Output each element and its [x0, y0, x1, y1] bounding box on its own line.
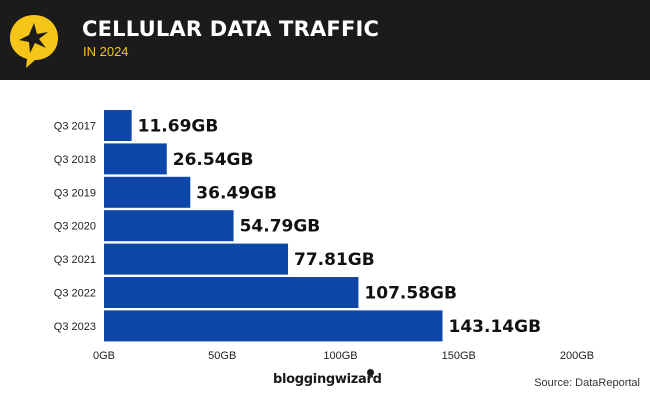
brand-logo-dot-icon — [367, 369, 374, 376]
page-subtitle: IN 2024 — [83, 44, 129, 59]
star-speech-bubble-icon — [10, 15, 58, 68]
bar-chart: Q3 2017 11.69GB Q3 2018 26.54GB Q3 2019 36.49… — [54, 110, 594, 362]
category-label: Q3 2018 — [54, 154, 96, 166]
x-tick-label: 150GB — [442, 350, 476, 362]
bar — [104, 176, 191, 208]
bar — [104, 210, 234, 242]
bar — [104, 310, 443, 342]
value-label: 36.49GB — [196, 183, 277, 203]
x-tick-label: 50GB — [208, 350, 236, 362]
bar — [104, 110, 132, 141]
category-label: Q3 2020 — [54, 221, 96, 233]
x-tick-label: 100GB — [323, 350, 357, 362]
value-label: 77.81GB — [294, 250, 375, 270]
brand-logo: bloggingwizard — [273, 372, 382, 387]
category-label: Q3 2023 — [54, 321, 96, 333]
value-label: 26.54GB — [173, 150, 254, 170]
bar — [104, 243, 289, 275]
value-label: 107.58GB — [364, 284, 457, 304]
x-tick-label: 200GB — [560, 350, 594, 362]
page-title: CELLULAR DATA TRAFFIC — [82, 17, 380, 41]
category-label: Q3 2019 — [54, 187, 96, 199]
category-label: Q3 2017 — [54, 121, 96, 133]
category-label: Q3 2021 — [54, 254, 96, 266]
source-note: Source: DataReportal — [534, 377, 640, 389]
x-tick-label: 0GB — [93, 350, 115, 362]
category-label: Q3 2022 — [54, 288, 96, 300]
bar — [104, 143, 167, 175]
header-banner: CELLULAR DATA TRAFFIC IN 2024 — [0, 0, 650, 80]
value-label: 11.69GB — [138, 117, 219, 137]
bar — [104, 277, 359, 308]
value-label: 143.14GB — [449, 317, 542, 337]
value-label: 54.79GB — [240, 217, 321, 237]
